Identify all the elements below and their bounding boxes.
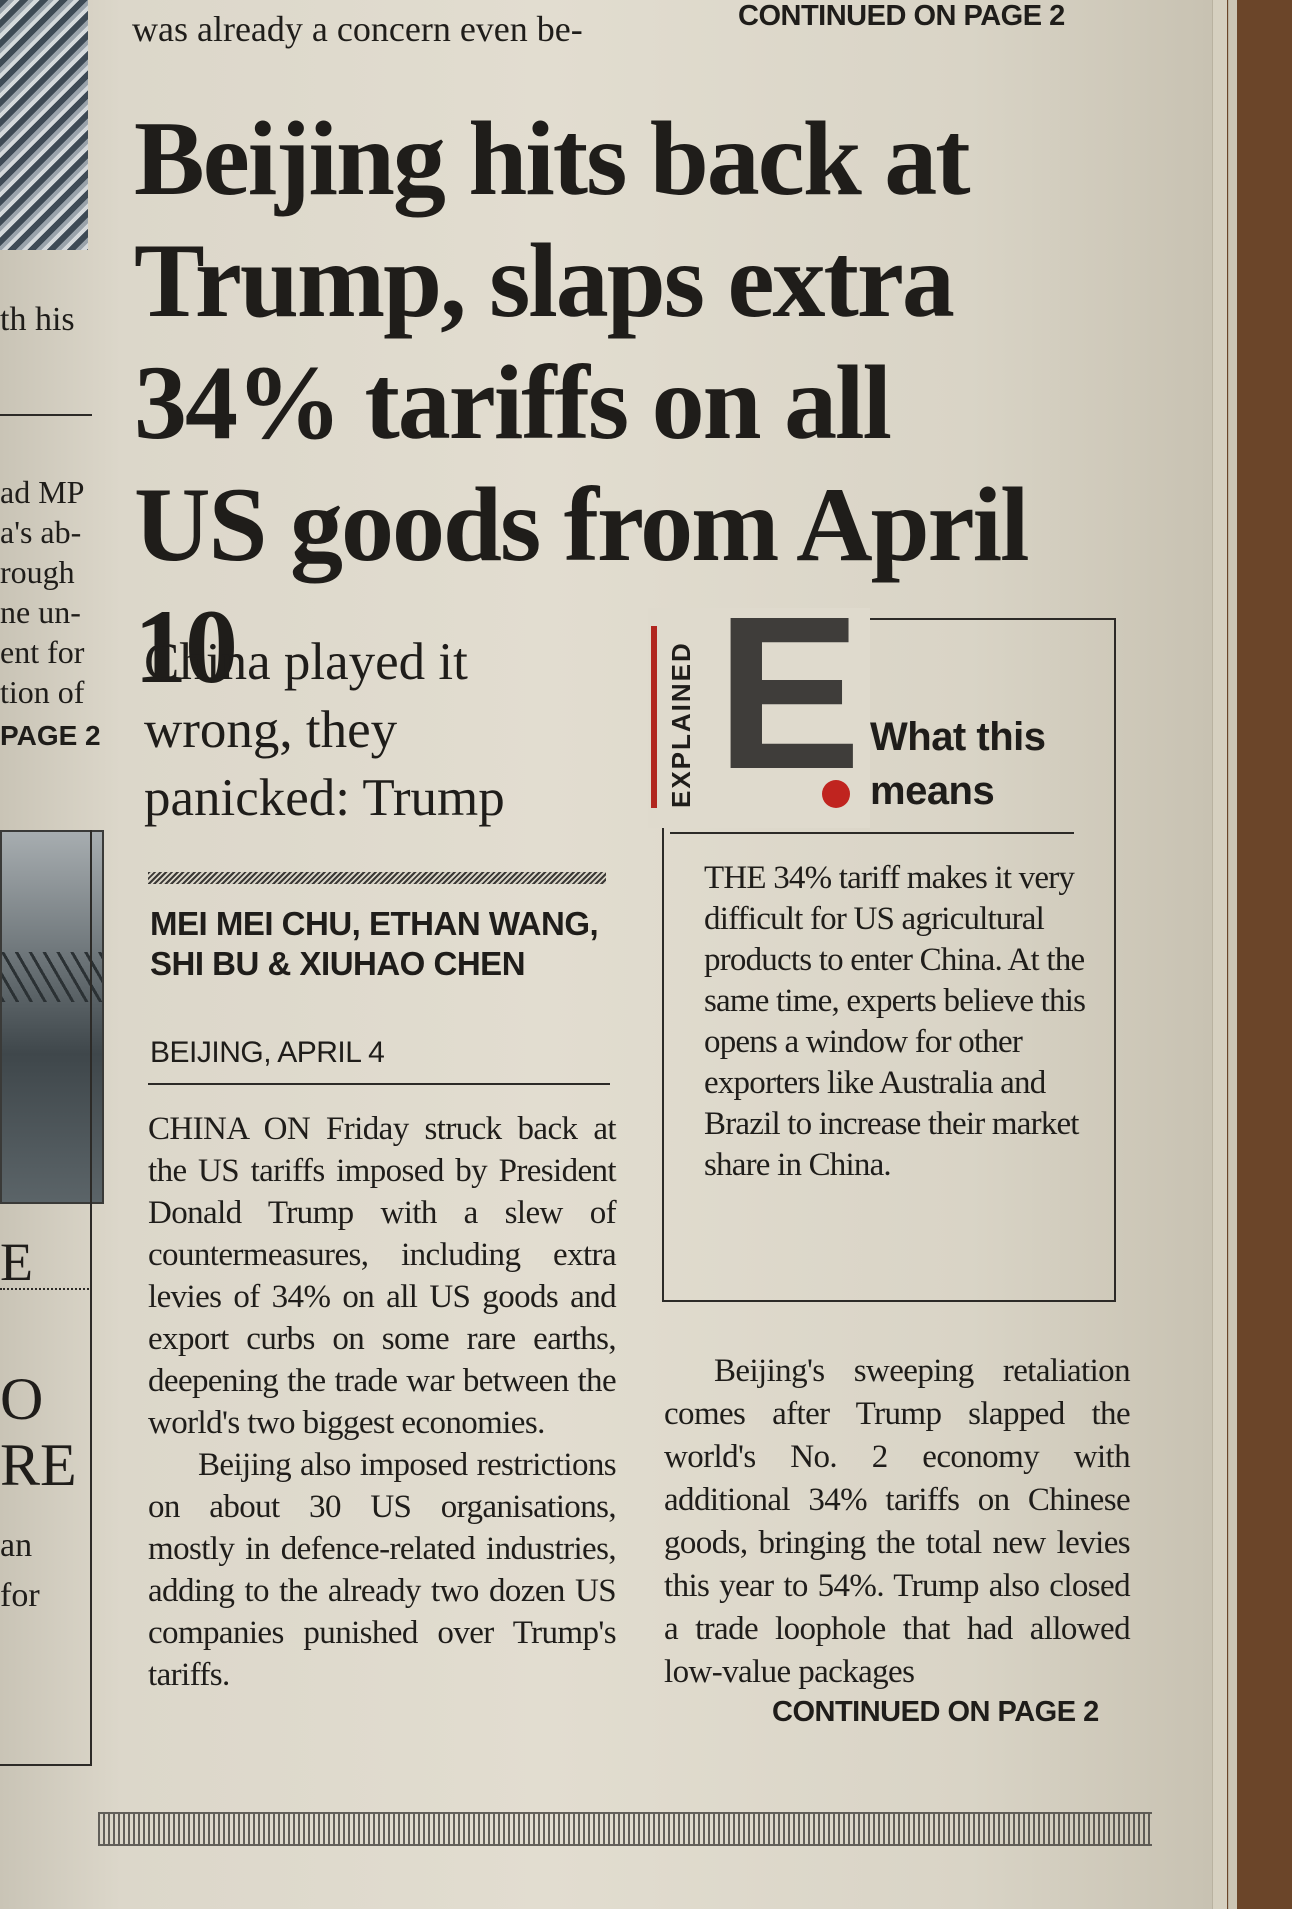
left-fragment: th his [0, 301, 75, 338]
byline: MEI MEI CHU, ETHAN WANG, SHI BU & XIUHAO… [150, 905, 599, 982]
byline-rule [148, 1083, 610, 1085]
newspaper-page: th his ad MP a's ab- rough ne un- ent fo… [0, 0, 1212, 1909]
section-divider [98, 1812, 1152, 1846]
stacked-page-edge [1212, 0, 1227, 1909]
left-fragment: ad MP [0, 474, 85, 510]
previous-story-line: was already a concern even be- [132, 9, 583, 49]
continued-on-page-bottom[interactable]: CONTINUED ON PAGE 2 [772, 1696, 1099, 1728]
divider [0, 1764, 92, 1766]
left-fragment: PAGE 2 [0, 720, 101, 751]
divider [0, 414, 92, 416]
left-fragment: tion of [0, 674, 85, 710]
body-paragraph: CHINA ON Friday struck back at the US ta… [148, 1111, 617, 1441]
explained-text: THE 34% tariff makes it very difficult f… [704, 860, 1086, 1183]
left-fragment: rough [0, 554, 75, 590]
article-right-column: Beijing's sweeping retaliation comes aft… [664, 1353, 1131, 1690]
left-fragment: O [0, 1366, 44, 1432]
continued-on-page-top[interactable]: CONTINUED ON PAGE 2 [738, 0, 1065, 32]
left-fragment: an [0, 1527, 33, 1564]
left-fragment: ne un- [0, 594, 81, 630]
headline: Beijing hits back at Trump, slaps extra … [134, 100, 1030, 705]
left-fragment: E [0, 1232, 33, 1292]
explained-accent-bar [651, 626, 657, 808]
article-body: CHINA ON Friday struck back at the US ta… [148, 1108, 617, 1696]
explained-title: What this means [870, 715, 1046, 813]
left-fragment: ent for [0, 634, 85, 670]
left-fragment: for [0, 1577, 40, 1614]
byline-hatch-rule [148, 872, 606, 884]
explained-box [662, 618, 1116, 1302]
clipped-photo-top [0, 0, 88, 250]
clipped-photo-bridge [0, 830, 104, 1204]
explained-vertical-label: EXPLAINED [666, 641, 696, 808]
left-fragment: a's ab- [0, 514, 82, 550]
divider [0, 1288, 92, 1290]
explained-rule [670, 832, 1074, 834]
explained-logo-letter: E [716, 572, 862, 815]
dateline: BEIJING, APRIL 4 [150, 1036, 385, 1069]
left-fragment: RE [0, 1432, 77, 1498]
explained-red-dot [822, 780, 850, 808]
column-rule [90, 830, 92, 1766]
subhead: China played it wrong, they panicked: Tr… [144, 633, 505, 827]
body-paragraph: Beijing also imposed restrictions on abo… [148, 1447, 617, 1693]
stacked-page-edge [1228, 0, 1237, 1909]
